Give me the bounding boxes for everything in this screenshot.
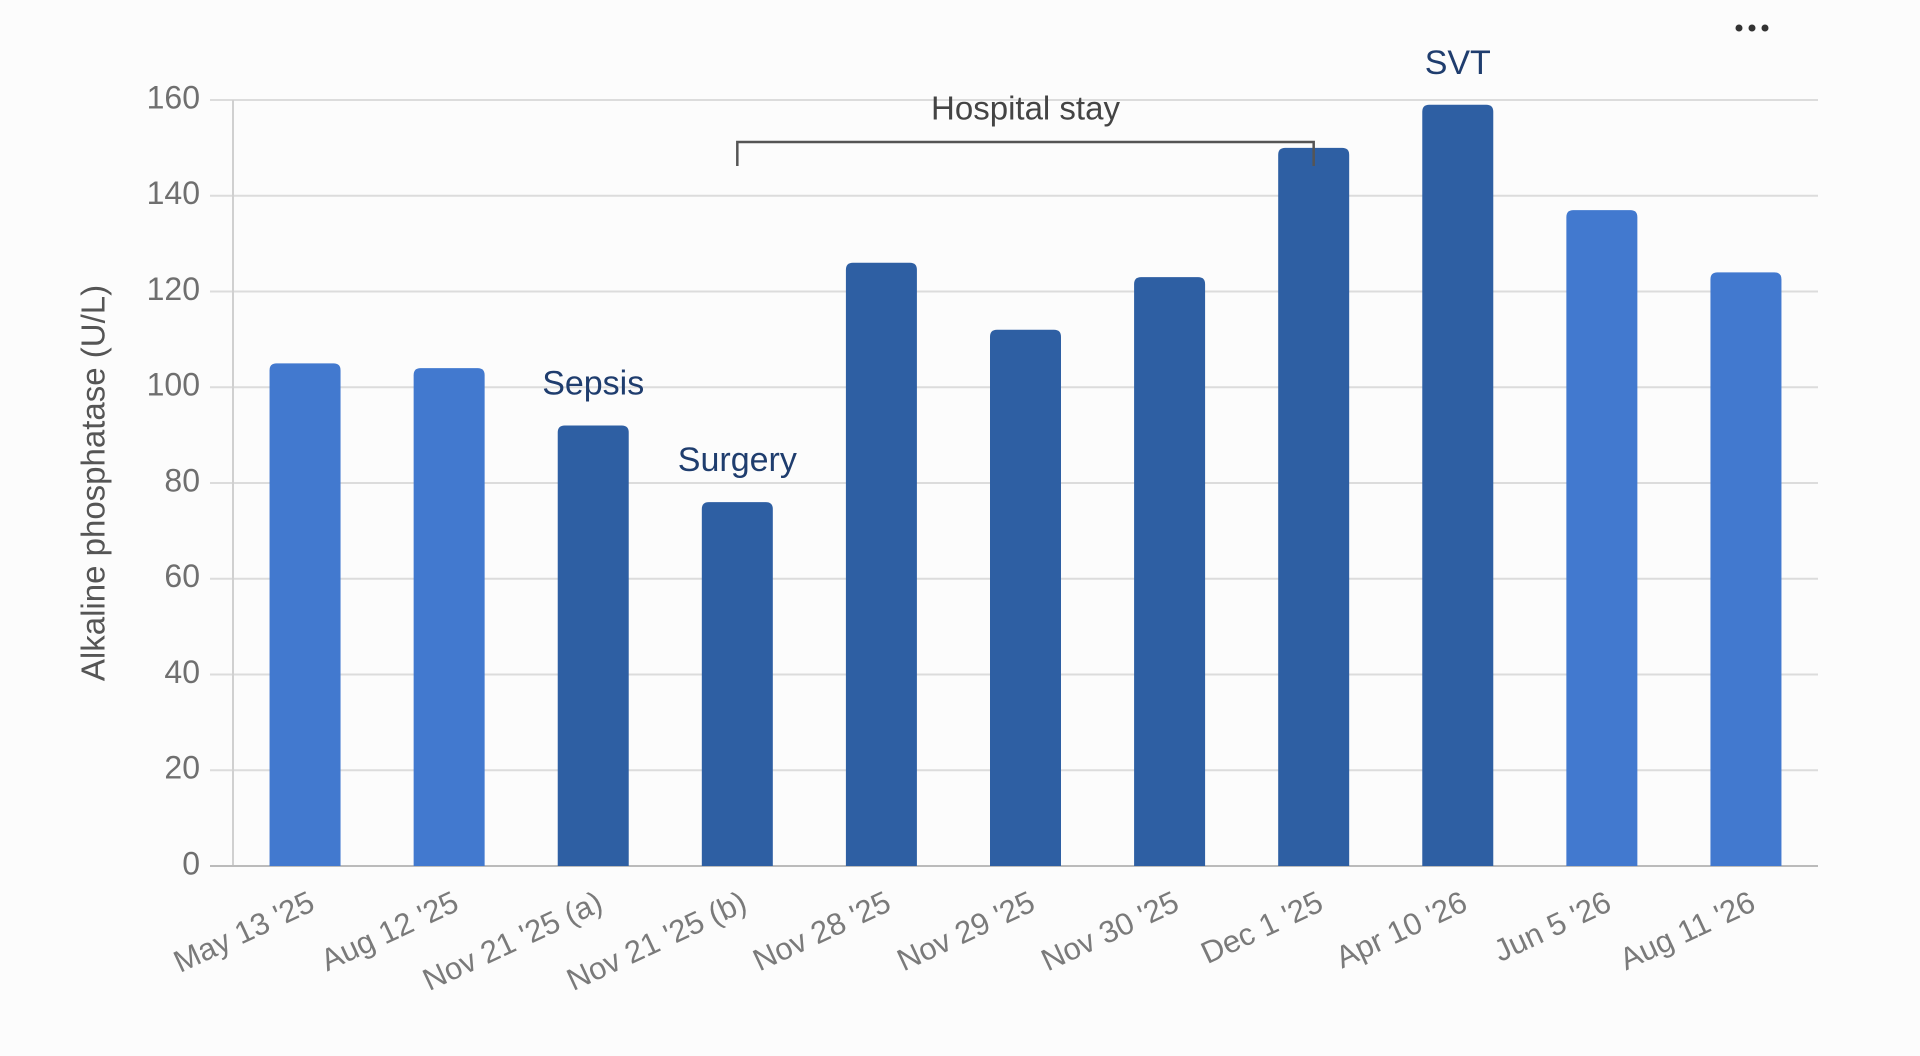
- bar: [269, 363, 341, 866]
- bar: [1278, 147, 1350, 866]
- x-tick-label: May 13 '25: [168, 884, 319, 979]
- bracket-label: Hospital stay: [931, 90, 1120, 127]
- bar: [990, 329, 1061, 866]
- y-tick-label: 100: [147, 367, 200, 403]
- x-tick-label: Nov 29 '25: [892, 884, 1040, 978]
- y-tick-label: 160: [147, 79, 200, 115]
- y-tick-label: 60: [164, 558, 200, 594]
- bar: [1566, 210, 1638, 867]
- bar: [557, 425, 629, 866]
- y-tick-label: 80: [164, 462, 200, 498]
- y-tick-label: 120: [147, 271, 200, 307]
- bar: [1422, 104, 1494, 867]
- bar: [413, 368, 485, 866]
- x-tick-label: Nov 30 '25: [1036, 884, 1184, 978]
- bar: [1134, 277, 1206, 866]
- y-tick-label: 20: [164, 750, 200, 786]
- x-tick-label: Dec 1 '25: [1195, 884, 1328, 971]
- y-tick-label: 0: [182, 845, 200, 881]
- x-tick-label: Nov 28 '25: [748, 884, 896, 978]
- annotation: SVT: [1425, 44, 1491, 82]
- y-tick-label: 140: [147, 175, 200, 211]
- x-tick-label: Jun 5 '26: [1488, 884, 1616, 968]
- annotation: Sepsis: [542, 365, 644, 403]
- bar: [845, 262, 917, 866]
- menu-dot[interactable]: [1748, 24, 1756, 32]
- menu-dot[interactable]: [1761, 24, 1769, 32]
- annotation: Surgery: [678, 441, 797, 479]
- y-axis-label: Alkaline phosphatase (U/L): [75, 285, 112, 681]
- bar: [1710, 272, 1782, 867]
- menu-dot[interactable]: [1735, 24, 1743, 32]
- x-tick-label: Apr 10 '26: [1330, 884, 1472, 975]
- x-tick-label: Aug 11 '26: [1614, 884, 1760, 977]
- bar: [701, 502, 773, 866]
- more-menu[interactable]: [1735, 24, 1769, 32]
- bracket: [736, 140, 1315, 166]
- y-tick-label: 40: [164, 654, 200, 690]
